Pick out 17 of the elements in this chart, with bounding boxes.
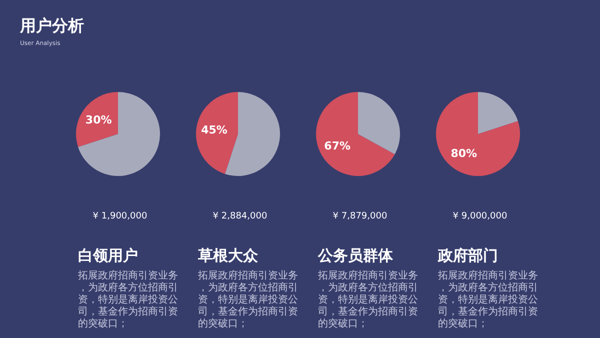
- text: 白领用户: [78, 246, 138, 264]
- text: ¥ 9,000,000: [452, 212, 508, 222]
- data-label: 67%: [324, 140, 351, 153]
- text: ¥ 2,884,000: [212, 212, 268, 222]
- data-label: 45%: [201, 124, 228, 137]
- text: 政府部门: [437, 246, 498, 264]
- data-label: 80%: [450, 146, 478, 160]
- data-label: 30%: [85, 113, 112, 126]
- text: 拓展政府招商引资业务，为政府各方位招商引资，特别是离岸投资公司，基金作为招商引资的突破口；: [317, 270, 418, 330]
- text: 拓展政府招商引资业务，为政府各方位招商引资，特别是离岸投资公司，基金作为招商引资的突破口；: [77, 270, 178, 330]
- text: ¥ 1,900,000: [92, 212, 148, 222]
- text: 拓展政府招商引资业务，为政府各方位招商引资，特别是离岸投资公司，基金作为招商引资的突破口；: [197, 270, 298, 330]
- text: 草根大众: [197, 246, 259, 264]
- text: 用户分析: [20, 16, 84, 36]
- text: 公务员群体: [317, 246, 394, 264]
- text: 拓展政府招商引资业务，为政府各方位招商引资，特别是离岸投资公司，基金作为招商引资的突破口；: [437, 270, 538, 330]
- text: ¥ 7,879,000: [332, 212, 388, 222]
